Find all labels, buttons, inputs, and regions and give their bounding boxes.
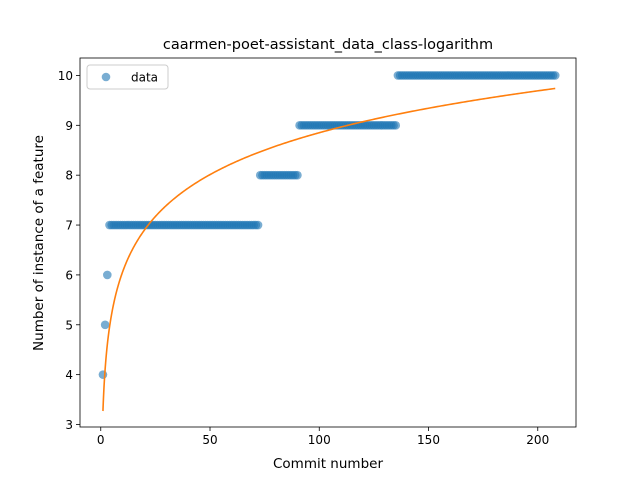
- data-point: [98, 370, 108, 379]
- y-tick-label: 9: [65, 119, 73, 133]
- legend-box: [86, 64, 169, 90]
- y-tick-label: 6: [65, 268, 73, 282]
- legend-marker: [101, 72, 111, 82]
- fit-line: [102, 87, 556, 412]
- data-point: [391, 121, 401, 130]
- axes-frame: [79, 57, 577, 428]
- data-point: [100, 320, 110, 330]
- data-point: [293, 170, 302, 180]
- x-tick-label: 0: [97, 433, 105, 447]
- y-tick-label: 10: [58, 69, 73, 83]
- plot-area: 0 50 100 150 200 3 4 5 6 7 8 9 10 data: [58, 57, 577, 447]
- y-tick-label: 4: [65, 368, 73, 382]
- y-tick-label: 8: [65, 169, 73, 183]
- x-axis-label: Commit number: [273, 456, 383, 472]
- x-tick-label: 150: [417, 433, 440, 447]
- y-tick-label: 3: [65, 418, 73, 432]
- y-tick-label: 7: [65, 219, 73, 233]
- data-point: [253, 220, 263, 230]
- data-point: [103, 270, 112, 280]
- legend-label: data: [131, 71, 158, 85]
- y-tick-label: 5: [65, 318, 73, 332]
- y-axis-label: Number of instance of a feature: [31, 135, 47, 351]
- x-tick-label: 50: [202, 433, 217, 447]
- x-tick-label: 200: [526, 433, 549, 447]
- data-point: [550, 71, 560, 80]
- x-tick-label: 100: [308, 433, 331, 447]
- chart-title: caarmen-poet-assistant_data_class-logari…: [163, 37, 493, 53]
